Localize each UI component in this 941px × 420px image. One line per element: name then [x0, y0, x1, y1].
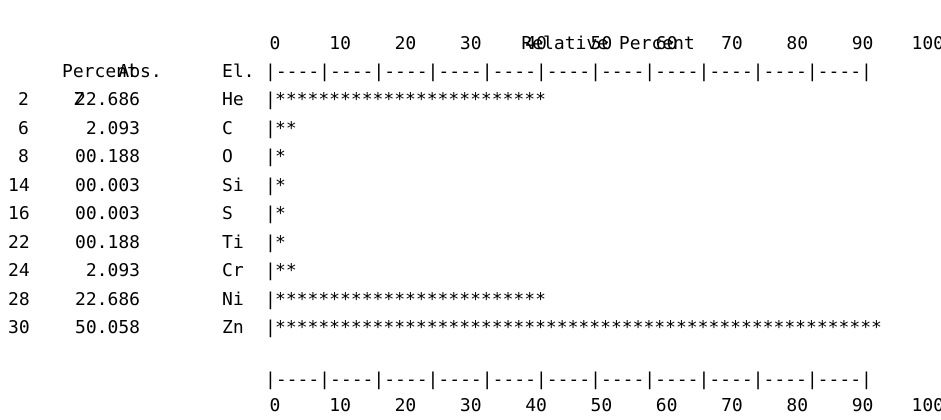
bottom-tick-0: 0 [270, 392, 281, 420]
top-tick-40: 40 [525, 30, 547, 58]
element-symbol: Zn [222, 314, 244, 342]
abs-percent-value: 2.093 [75, 115, 140, 143]
bar-o: * [275, 143, 286, 171]
z-value: 30 [8, 314, 30, 342]
abs-percent-value: 22.686 [75, 86, 140, 114]
abs-percent-value: 2.093 [75, 257, 140, 285]
bar-c: ** [275, 115, 297, 143]
bar-cr: ** [275, 257, 297, 285]
top-tick-20: 20 [395, 30, 417, 58]
bottom-tick-50: 50 [591, 392, 613, 420]
bar-he: ************************* [275, 86, 546, 114]
z-value: 8 [18, 143, 29, 171]
bar-si: * [275, 172, 286, 200]
top-tick-10: 10 [329, 30, 351, 58]
top-tick-30: 30 [460, 30, 482, 58]
abs-percent-value: 00.188 [75, 143, 140, 171]
z-value: 16 [8, 200, 30, 228]
abs-column-label-bottom: Percent [62, 58, 138, 86]
top-tick-90: 90 [852, 30, 874, 58]
top-tick-70: 70 [721, 30, 743, 58]
bottom-tick-40: 40 [525, 392, 547, 420]
top-tick-0: 0 [270, 30, 281, 58]
bar-ni: ************************* [275, 286, 546, 314]
element-column-label: El. [222, 58, 255, 86]
bottom-tick-10: 10 [329, 392, 351, 420]
bottom-tick-100: 100 [912, 392, 941, 420]
bottom-tick-80: 80 [786, 392, 808, 420]
bottom-tick-70: 70 [721, 392, 743, 420]
top-tick-50: 50 [591, 30, 613, 58]
bottom-tick-30: 30 [460, 392, 482, 420]
z-value: 14 [8, 172, 30, 200]
top-tick-60: 60 [656, 30, 678, 58]
element-symbol: Ti [222, 229, 244, 257]
top-tick-80: 80 [786, 30, 808, 58]
element-symbol: S [222, 200, 233, 228]
bottom-ruler: |----|----|----|----|----|----|----|----… [265, 366, 872, 394]
abs-percent-value: 22.686 [75, 286, 140, 314]
top-ruler: |----|----|----|----|----|----|----|----… [265, 58, 872, 86]
abs-percent-value: 00.003 [75, 172, 140, 200]
z-value: 6 [18, 115, 29, 143]
element-symbol: Cr [222, 257, 244, 285]
z-value: 28 [8, 286, 30, 314]
bar-s: * [275, 200, 286, 228]
bar-ti: * [275, 229, 286, 257]
z-value: 22 [8, 229, 30, 257]
bottom-tick-60: 60 [656, 392, 678, 420]
element-symbol: Ni [222, 286, 244, 314]
element-symbol: He [222, 86, 244, 114]
bottom-tick-20: 20 [395, 392, 417, 420]
z-value: 2 [18, 86, 29, 114]
element-symbol: O [222, 143, 233, 171]
element-symbol: C [222, 115, 233, 143]
abs-percent-value: 00.003 [75, 200, 140, 228]
abs-percent-value: 00.188 [75, 229, 140, 257]
element-symbol: Si [222, 172, 244, 200]
abs-percent-value: 50.058 [75, 314, 140, 342]
z-value: 24 [8, 257, 30, 285]
bar-zn: ****************************************… [275, 314, 882, 342]
top-tick-100: 100 [912, 30, 941, 58]
bottom-tick-90: 90 [852, 392, 874, 420]
